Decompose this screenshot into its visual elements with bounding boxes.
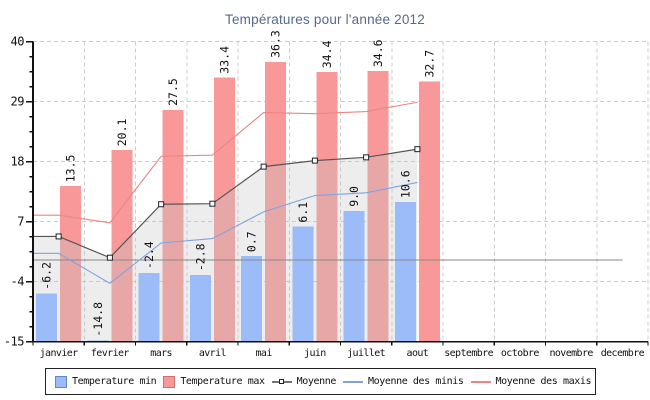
value-label-min-aout: 10.6	[398, 170, 412, 198]
legend-item-moyenne[interactable]: Moyenne	[271, 376, 337, 387]
legend-item-label: Moyenne des maxis	[495, 376, 592, 387]
value-label-min-avril: -2.8	[193, 243, 207, 271]
bar-temperature-min-avril[interactable]	[189, 275, 211, 342]
month-label-octobre: octobre	[501, 348, 540, 359]
bar-temperature-min-janvier[interactable]	[36, 293, 58, 342]
value-label-max-juin: 34.4	[320, 40, 334, 68]
legend-item-temperature-min[interactable]: Temperature min	[55, 375, 157, 388]
month-label-novembre: novembre	[549, 348, 593, 359]
value-label-max-juillet: 34.6	[371, 39, 385, 67]
bars-temperature-max	[60, 61, 440, 342]
month-label-juin: juin	[304, 348, 326, 359]
value-label-min-fevrier: -14.8	[91, 302, 105, 337]
month-label-mars: mars	[150, 348, 172, 359]
bar-temperature-min-mai[interactable]	[241, 256, 263, 342]
moyenne-markers	[55, 146, 421, 261]
value-label-max-avril: 33.4	[217, 46, 231, 74]
value-label-max-fevrier: 20.1	[115, 118, 129, 146]
legend-item-label: Moyenne	[296, 376, 337, 387]
legend-item-label: Moyenne des minis	[367, 376, 464, 387]
legend-swatch-box	[163, 375, 176, 388]
line-moyenne-des-minis	[33, 181, 418, 285]
moyenne-marker-aout	[414, 146, 421, 153]
moyenne-marker-janvier	[55, 233, 62, 240]
value-label-max-mai: 36.3	[269, 30, 283, 58]
value-label-min-janvier: -6.2	[40, 262, 54, 290]
y-tick-label: 7	[17, 215, 24, 229]
x-axis-labels: janvier fevrier mars avril mai juin juillet aou…	[40, 348, 646, 359]
bar-temperature-min-juin[interactable]	[292, 226, 314, 342]
bar-temperature-max-mai[interactable]	[265, 61, 287, 342]
y-tick-label: 29	[11, 95, 25, 109]
value-label-min-mai: 0.7	[245, 231, 259, 252]
moyenne-marker-mai	[260, 163, 267, 170]
legend-item-label: Temperature min	[72, 376, 157, 387]
value-label-min-mars: -2.4	[142, 241, 156, 269]
y-tick-label: 40	[11, 35, 25, 49]
bar-temperature-max-juillet[interactable]	[367, 71, 389, 342]
value-label-min-juillet: 9.0	[347, 186, 361, 207]
moyenne-marker-fevrier	[106, 254, 113, 261]
plot-area: -6.2 -14.8 -2.4 -2.8 0.7 6.1 9.0 10.6 13.5 20.1 27…	[4, 30, 649, 359]
legend-swatch-line	[342, 380, 363, 383]
value-label-max-mars: 27.5	[166, 78, 180, 106]
moyenne-area	[33, 149, 418, 342]
month-label-septembre: septembre	[444, 348, 493, 359]
bar-temperature-max-janvier[interactable]	[60, 186, 82, 342]
month-label-avril: avril	[199, 348, 227, 359]
moyenne-marker-juin	[311, 157, 318, 164]
value-label-min-juin: 6.1	[296, 202, 310, 223]
value-label-max-janvier: 13.5	[64, 155, 78, 183]
bar-temperature-min-mars[interactable]	[138, 272, 160, 342]
bar-value-labels: -6.2 -14.8 -2.4 -2.8 0.7 6.1 9.0 10.6 13.5 20.1 27…	[40, 30, 437, 336]
bar-temperature-max-avril[interactable]	[213, 77, 235, 342]
y-axis-labels: 40 29 18 7 -4 -15	[4, 35, 25, 349]
gridlines	[33, 41, 649, 342]
month-label-fevrier: fevrier	[91, 348, 130, 359]
y-tick-label: -4	[11, 275, 25, 289]
legend-item-temperature-max[interactable]: Temperature max	[163, 375, 265, 388]
y-tick-label: 18	[11, 155, 25, 169]
value-label-max-aout: 32.7	[422, 50, 436, 78]
chart-title: Températures pour l'année 2012	[225, 12, 425, 27]
month-label-decembre: decembre	[601, 348, 645, 359]
axis-ticks	[26, 41, 649, 346]
month-label-juillet: juillet	[347, 348, 386, 359]
moyenne-marker-mars	[158, 201, 165, 208]
y-tick-label: -15	[4, 335, 24, 349]
moyenne-marker-avril	[209, 200, 216, 207]
line-moyenne-des-maxis	[33, 101, 418, 224]
bar-temperature-min-juillet[interactable]	[343, 210, 365, 342]
month-label-aout: aout	[407, 348, 429, 359]
legend-swatch-line	[470, 380, 491, 383]
bars-temperature-min	[36, 202, 416, 342]
bar-temperature-max-juin[interactable]	[316, 72, 338, 342]
legend-item-moyenne-des-minis[interactable]: Moyenne des minis	[342, 376, 464, 387]
legend-swatch-line-marker	[271, 378, 292, 384]
legend-item-label: Temperature max	[180, 376, 265, 387]
moyenne-marker-juillet	[363, 154, 370, 161]
month-label-mai: mai	[255, 348, 272, 359]
month-label-janvier: janvier	[40, 348, 79, 359]
bar-temperature-max-aout[interactable]	[418, 81, 440, 342]
bar-temperature-max-mars[interactable]	[162, 109, 184, 342]
legend: Temperature min Temperature max Moyenne Moy…	[45, 368, 596, 395]
legend-swatch-box	[55, 375, 67, 388]
legend-item-moyenne-des-maxis[interactable]: Moyenne des maxis	[470, 376, 592, 387]
bar-temperature-min-aout[interactable]	[394, 202, 416, 342]
legend-marker-square	[278, 378, 284, 384]
